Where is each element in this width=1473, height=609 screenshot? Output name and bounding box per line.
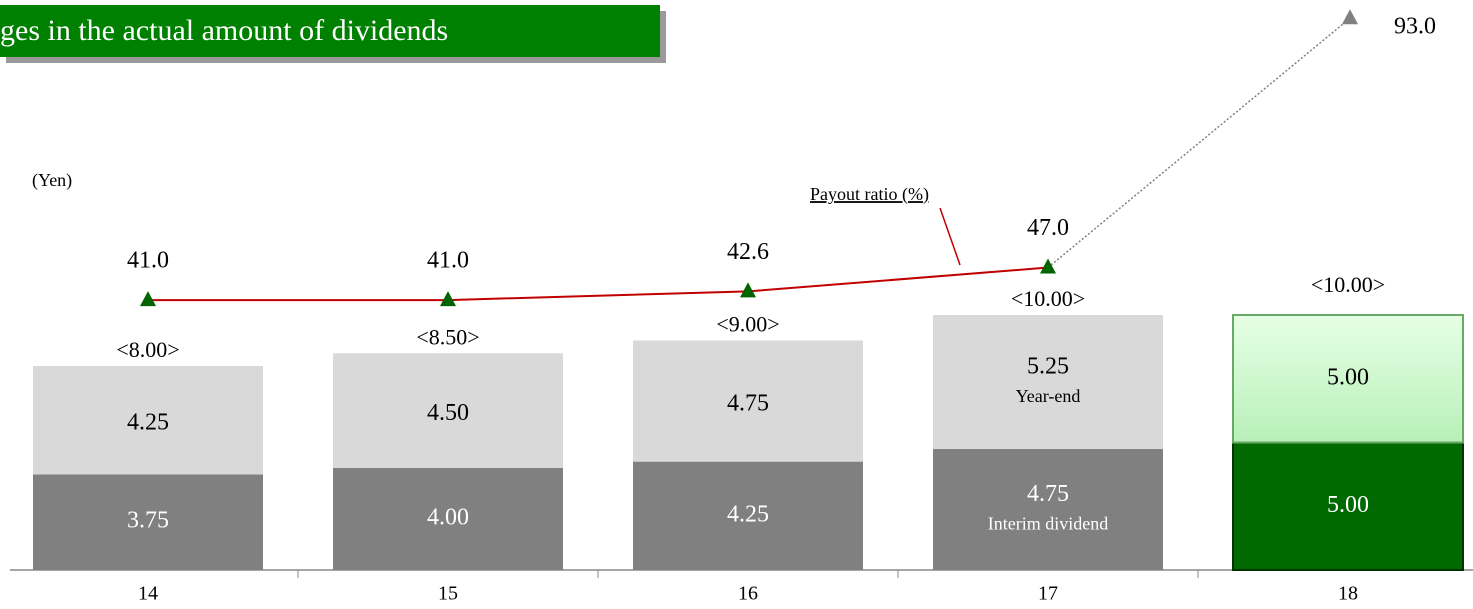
- segment-name: Interim dividend: [988, 514, 1108, 534]
- title-box: [0, 5, 660, 57]
- line-marker: [140, 291, 156, 307]
- bar-segment: [933, 448, 1163, 570]
- bar-value-label: 4.75: [1027, 481, 1069, 507]
- unit-label: (Yen): [32, 170, 72, 191]
- line-value-label: 47.0: [1027, 215, 1069, 241]
- bar-value-label: 3.75: [127, 508, 169, 534]
- total-label: <10.00>: [1311, 272, 1385, 297]
- bar-value-label: 5.00: [1327, 364, 1369, 390]
- line-marker: [1040, 258, 1056, 274]
- bar-value-label: 5.25: [1027, 353, 1069, 379]
- bar-segment: [33, 366, 263, 475]
- bar-segment: [633, 340, 863, 462]
- chart-title: ges in the actual amount of dividends: [0, 14, 448, 47]
- bar-value-label: 4.75: [727, 391, 769, 417]
- line-value-label: 41.0: [427, 248, 469, 274]
- x-tick-label: 18: [1338, 583, 1358, 605]
- x-tick-label: 15: [438, 583, 458, 605]
- bar-segment: [333, 353, 563, 468]
- bar-segment: [633, 461, 863, 570]
- bar-segment: [333, 468, 563, 570]
- bar-value-label: 4.25: [727, 501, 769, 527]
- total-label: <9.00>: [716, 312, 779, 337]
- x-tick-label: 16: [738, 583, 758, 605]
- line-forecast: [1047, 17, 1351, 269]
- line-marker: [440, 291, 456, 307]
- total-label: <8.50>: [416, 324, 479, 349]
- bar-value-label: 4.25: [127, 410, 169, 436]
- total-label: <8.00>: [116, 337, 179, 362]
- bar-segment: [1232, 314, 1464, 444]
- bar-value-label: 4.00: [427, 505, 469, 531]
- segment-name: Year-end: [1016, 386, 1081, 406]
- bar-segment: [933, 315, 1163, 449]
- line-series: [148, 266, 1049, 302]
- line-value-label: 42.6: [727, 239, 769, 265]
- bar-segment: [1232, 441, 1464, 571]
- line-value-label: 93.0: [1394, 14, 1436, 40]
- line-label: Payout ratio (%): [810, 184, 929, 205]
- x-tick-label: 14: [138, 583, 158, 605]
- x-tick-label: 17: [1038, 583, 1058, 605]
- bar-value-label: 4.50: [427, 400, 469, 426]
- line-value-label: 41.0: [127, 248, 169, 274]
- line-marker: [740, 282, 756, 298]
- bar-value-label: 5.00: [1327, 492, 1369, 518]
- leader-line: [939, 207, 961, 266]
- total-label: <10.00>: [1011, 286, 1085, 311]
- bar-segment: [33, 474, 263, 570]
- line-marker: [1342, 9, 1358, 25]
